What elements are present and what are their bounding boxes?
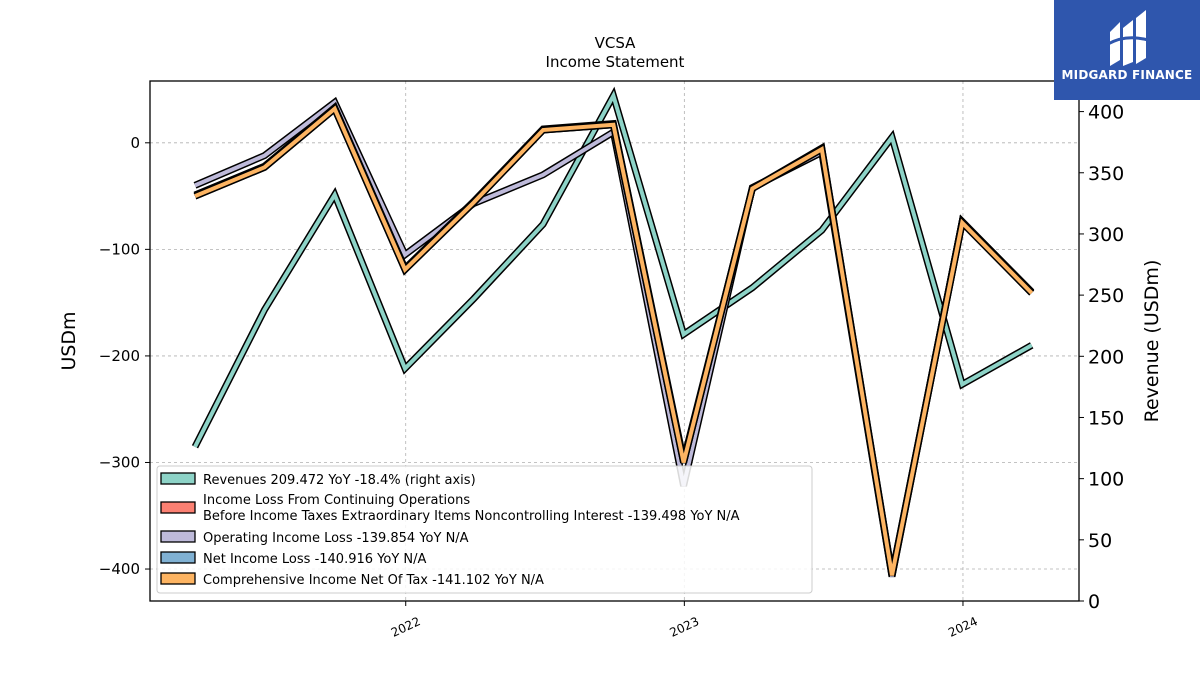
legend-swatch: [160, 501, 196, 514]
y-tick-label-right: 50: [1088, 530, 1112, 552]
legend-swatch: [160, 572, 196, 585]
y-tick-label: −200: [99, 347, 140, 365]
x-tick-label: 2023: [668, 614, 702, 640]
logo-mark-icon: [1107, 10, 1149, 66]
legend-label: Net Income Loss -140.916 YoY N/A: [203, 552, 426, 567]
y-axis-label-right: Revenue (USDm): [1141, 260, 1163, 423]
chart-subtitle: Income Statement: [546, 53, 685, 71]
legend-swatch: [160, 551, 196, 564]
legend-box: [156, 465, 813, 594]
y-tick-label: −100: [99, 240, 140, 258]
y-tick-label-right: 250: [1088, 285, 1124, 307]
y-tick-label-right: 150: [1088, 407, 1124, 429]
y-tick-label: −300: [99, 453, 140, 471]
y-tick-label-right: 300: [1088, 224, 1124, 246]
chart-title: VCSA: [595, 34, 637, 52]
x-tick-label: 2022: [389, 614, 423, 640]
series-line: [194, 105, 1034, 576]
y-tick-label-right: 0: [1088, 591, 1100, 613]
y-tick-label: −400: [99, 560, 140, 578]
legend: Revenues 209.472 YoY -18.4% (right axis)…: [156, 465, 813, 594]
plot-frame: [149, 80, 1080, 602]
series-line: [193, 90, 1033, 448]
y-tick-label-right: 200: [1088, 346, 1124, 368]
legend-label: Revenues 209.472 YoY -18.4% (right axis): [203, 473, 476, 488]
y-tick-label-right: 400: [1088, 102, 1124, 124]
legend-swatch: [160, 530, 196, 543]
y-tick-label: 0: [130, 134, 140, 152]
legend-label: Operating Income Loss -139.854 YoY N/A: [203, 531, 469, 546]
legend-swatch: [160, 472, 196, 485]
legend-label: Comprehensive Income Net Of Tax -141.102…: [203, 573, 544, 588]
y-tick-label-right: 100: [1088, 469, 1124, 491]
legend-label: Income Loss From Continuing Operations Be…: [203, 493, 740, 524]
logo: MIDGARD FINANCE: [1054, 0, 1200, 100]
x-tick-label: 2024: [946, 614, 980, 640]
y-tick-label-right: 350: [1088, 163, 1124, 185]
logo-text: MIDGARD FINANCE: [1061, 68, 1193, 82]
y-axis-label: USDm: [58, 311, 80, 370]
